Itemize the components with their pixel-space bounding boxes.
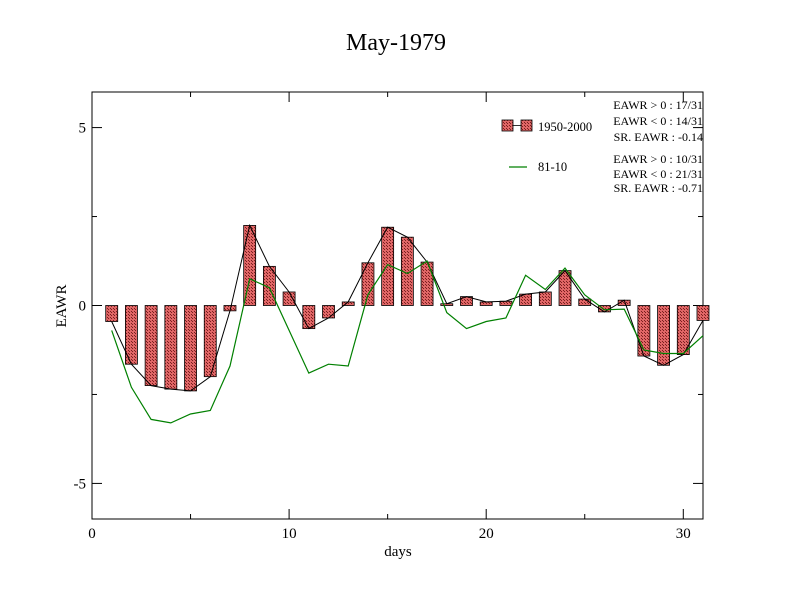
bar [105,305,119,322]
axes: 0 10 20 30 -5 0 5 [74,92,703,542]
y-tick-label: -5 [74,476,87,492]
legend-swatch-bar-right [520,119,533,132]
bar [243,225,257,306]
bar-series [105,225,710,392]
bar [184,305,197,392]
bar [322,305,335,319]
y-axis-label: EAWR [54,285,70,328]
bar [282,291,296,306]
bar [144,305,158,386]
stat-annotation: EAWR > 0 : 17/31 [613,98,703,112]
x-tick-label: 0 [88,526,96,542]
plot-frame [91,91,704,520]
series-line-81-10 [111,260,704,424]
series-line-1950-2000 [111,223,704,392]
stat-annotation: EAWR < 0 : 14/31 [613,114,703,128]
x-tick-label: 30 [676,526,691,542]
bar [479,301,493,306]
chart-title: May-1979 [346,30,446,56]
bar [538,291,552,306]
stat-annotation: EAWR > 0 : 10/31 [613,152,703,166]
bar [164,305,178,390]
legend-label-1950-2000: 1950-2000 [538,120,592,134]
legend: 1950-2000 81-10 [501,119,592,174]
bar [203,305,217,378]
bar [637,305,651,357]
bar [696,305,710,321]
bar [302,305,316,330]
x-tick-label: 20 [479,526,494,542]
stats-annotations: EAWR > 0 : 17/31 EAWR < 0 : 14/31 SR. EA… [613,98,703,195]
y-tick-label: 0 [79,299,87,315]
line-series [111,223,704,424]
legend-swatch-bar-left [501,119,514,132]
legend-label-81-10: 81-10 [538,160,567,174]
stat-annotation: SR. EAWR : -0.14 [614,130,703,144]
stat-annotation: EAWR < 0 : 21/31 [613,167,703,181]
x-axis-label: days [384,544,412,560]
bar [499,300,513,306]
bar [420,261,434,306]
bar [361,262,375,306]
x-tick-label: 10 [282,526,297,542]
stat-annotation: SR. EAWR : -0.71 [614,181,703,195]
y-tick-label: 5 [79,121,87,137]
bar [657,305,670,366]
